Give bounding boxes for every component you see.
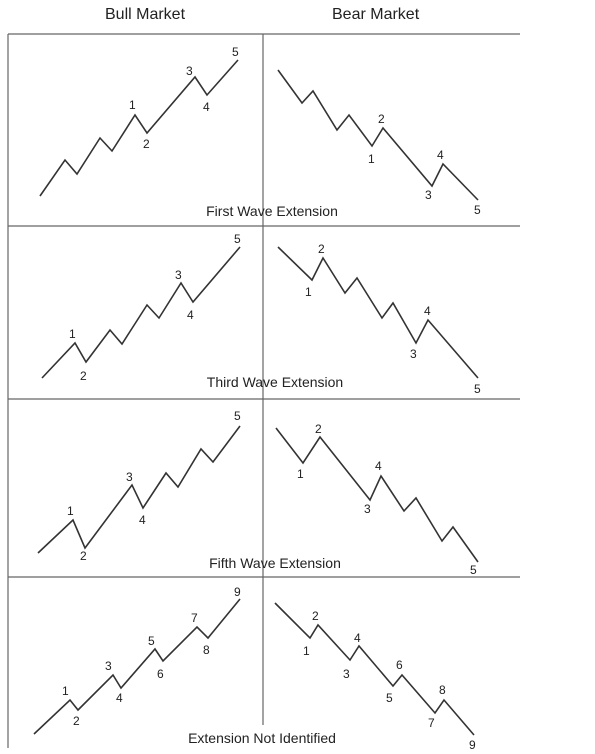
bear-label: 1 [368,152,375,166]
caption-first-wave-extension: First Wave Extension [206,203,338,219]
bull-label: 3 [126,470,133,484]
bear-label: 3 [425,188,432,202]
bear-wave-line-fifth-extension [275,427,479,563]
bear-label: 5 [386,691,393,705]
bear-wave-line-first-extension [277,69,479,201]
bull-label: 4 [116,691,123,705]
bull-label: 2 [73,714,80,728]
bear-label: 5 [474,382,481,396]
bull-market-header: Bull Market [105,6,186,23]
bull-label: 6 [157,667,164,681]
bear-label: 3 [343,667,350,681]
caption-third-wave-extension: Third Wave Extension [207,374,343,390]
bear-label: 1 [297,467,304,481]
bear-label: 4 [437,148,444,162]
bear-label: 4 [354,631,361,645]
bear-label: 2 [315,422,322,436]
caption-extension-not-identified: Extension Not Identified [188,730,336,746]
bear-label: 5 [474,203,481,217]
bull-wave-line-fifth-extension [37,425,241,554]
bear-label: 8 [439,683,446,697]
bull-label: 5 [148,634,155,648]
bull-label: 4 [139,513,146,527]
bull-label: 9 [234,585,241,599]
bear-label: 7 [428,716,435,730]
bear-label: 2 [378,112,385,126]
bear-wave-line-not-identified [274,602,475,736]
bear-label: 3 [364,502,371,516]
bear-label: 4 [375,459,382,473]
bull-label: 4 [187,308,194,322]
bull-label: 3 [186,64,193,78]
bull-label: 1 [69,327,76,341]
bull-label: 5 [232,45,239,59]
bull-label: 1 [67,504,74,518]
bear-wave-line-third-extension [277,246,479,379]
bear-label: 1 [305,285,312,299]
bull-label: 3 [175,268,182,282]
bull-wave-line-not-identified [33,598,241,735]
bear-label: 9 [469,738,476,752]
bear-label: 3 [410,347,417,361]
bear-label: 2 [318,242,325,256]
bull-label: 5 [234,409,241,423]
bull-wave-line-first-extension [39,59,239,197]
bull-label: 2 [143,137,150,151]
bull-label: 8 [203,643,210,657]
bull-label: 5 [234,232,241,246]
bear-market-header: Bear Market [332,6,420,23]
bear-label: 1 [303,644,310,658]
bull-label: 2 [80,549,87,563]
bear-label: 4 [424,304,431,318]
bear-label: 2 [312,609,319,623]
bear-label: 5 [470,563,477,577]
bull-label: 7 [191,611,198,625]
bull-label: 4 [203,100,210,114]
bull-label: 1 [129,98,136,112]
bear-label: 6 [396,658,403,672]
bull-wave-line-third-extension [41,246,241,379]
bull-label: 2 [80,369,87,383]
caption-fifth-wave-extension: Fifth Wave Extension [209,555,341,571]
bull-label: 1 [62,684,69,698]
bull-label: 3 [105,659,112,673]
